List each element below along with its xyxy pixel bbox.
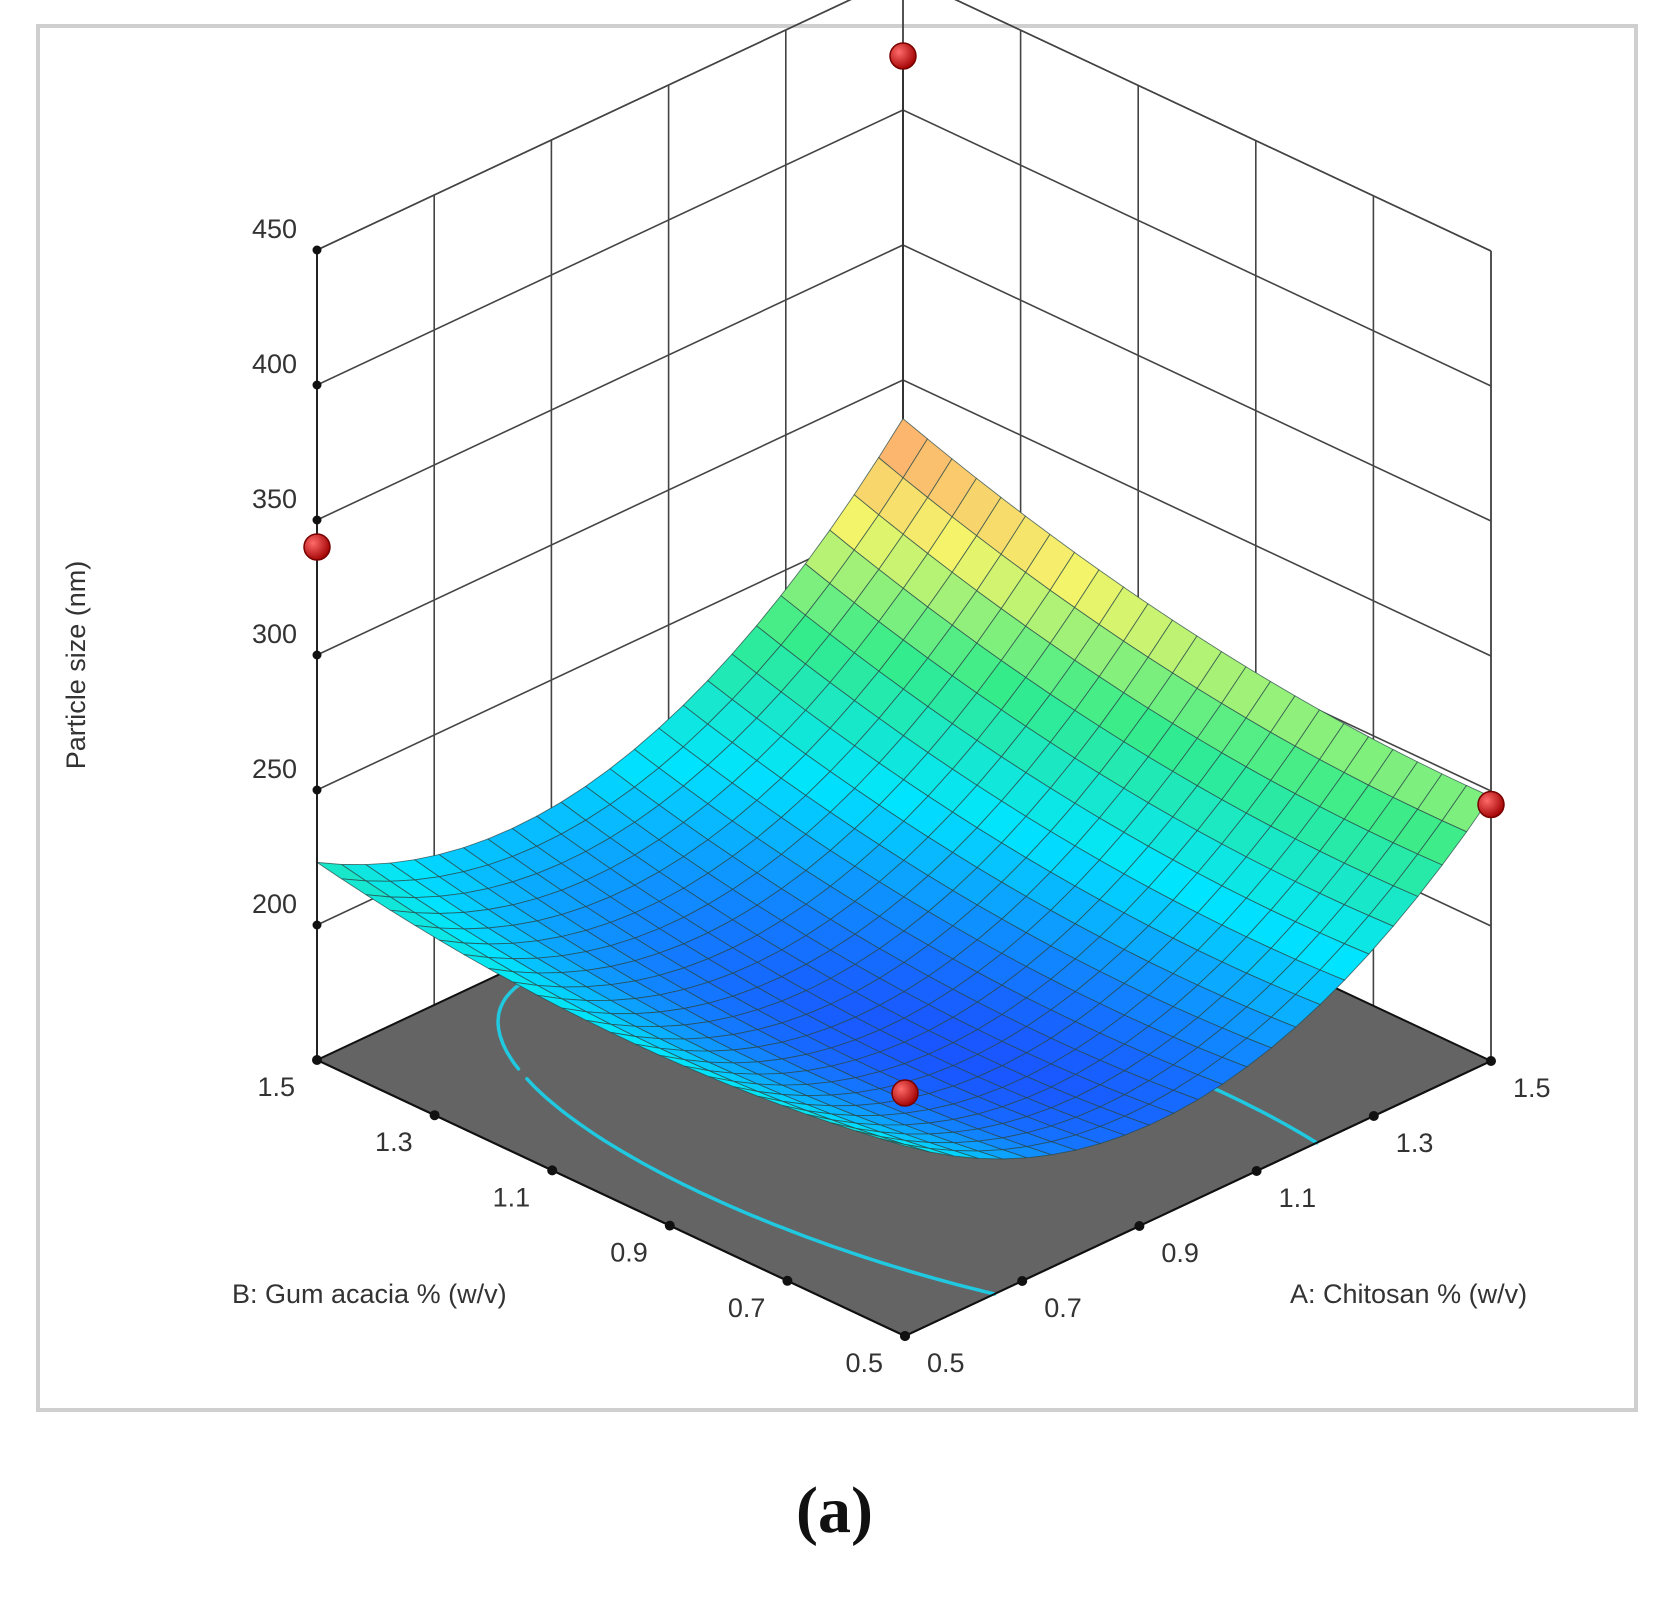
axis-labels: Particle size (nm) A: Chitosan % (w/v) B…: [61, 561, 1527, 1309]
design-point: [889, 42, 917, 70]
y-tick-mark: [312, 1055, 322, 1065]
z-tick-label: 450: [252, 214, 297, 244]
y-tick-mark: [429, 1110, 440, 1121]
z-tick-label: 400: [252, 349, 297, 379]
x-tick-label: 1.3: [1396, 1128, 1434, 1158]
y-tick-label: 0.7: [728, 1293, 766, 1323]
y-tick-mark: [547, 1165, 558, 1176]
x-tick-mark: [1134, 1221, 1145, 1231]
y-tick-label: 1.3: [375, 1127, 413, 1157]
z-tick-mark: [312, 515, 322, 525]
z-tick-mark: [312, 245, 322, 255]
chart-frame: [36, 24, 1638, 1412]
x-tick-label: 0.9: [1161, 1238, 1199, 1268]
x-tick-mark: [1486, 1056, 1496, 1066]
design-point: [303, 533, 331, 561]
x-tick-mark: [1017, 1276, 1028, 1286]
z-tick-mark: [312, 785, 322, 795]
z-tick-label: 350: [252, 484, 297, 514]
y-tick-label: 1.5: [257, 1072, 295, 1102]
y-tick-mark: [900, 1331, 910, 1341]
y-tick-mark: [664, 1220, 675, 1231]
z-tick-label: 200: [252, 889, 297, 919]
x-axis-line: [904, 1060, 1492, 1337]
wall-rim: [316, 0, 1492, 252]
z-tick-mark: [312, 920, 322, 930]
x-tick-label: 1.1: [1279, 1183, 1317, 1213]
y-tick-mark: [782, 1275, 793, 1286]
z-tick-label: 250: [252, 754, 297, 784]
axes: 200 250 300 350 400 450 0.5 0.7 0.9 1.1 1.3 1.5 0.5 0…: [252, 214, 1551, 1378]
surface-patch: [880, 1138, 930, 1153]
z-axis-title: Particle size (nm): [61, 561, 91, 770]
design-points: [303, 42, 1505, 1107]
x-tick-label: 0.5: [927, 1348, 965, 1378]
panel-label: (a): [796, 1474, 873, 1547]
x-tick-mark: [1368, 1111, 1379, 1121]
y-tick-label: 0.9: [610, 1238, 648, 1268]
design-point: [891, 1079, 919, 1107]
z-tick-mark: [312, 650, 322, 660]
x-tick-mark: [1251, 1166, 1262, 1176]
design-point: [1477, 790, 1505, 819]
x-tick-label: 0.7: [1044, 1293, 1082, 1323]
x-tick-label: 1.5: [1513, 1073, 1551, 1103]
y-tick-label: 1.1: [493, 1182, 531, 1212]
z-tick-label: 300: [252, 619, 297, 649]
z-tick-mark: [312, 380, 322, 390]
y-tick-label: 0.5: [845, 1348, 883, 1378]
y-axis-line: [316, 1059, 906, 1337]
x-axis-title: A: Chitosan % (w/v): [1290, 1279, 1527, 1309]
y-axis-title: B: Gum acacia % (w/v): [232, 1279, 507, 1309]
response-surface: [315, 418, 1492, 1160]
